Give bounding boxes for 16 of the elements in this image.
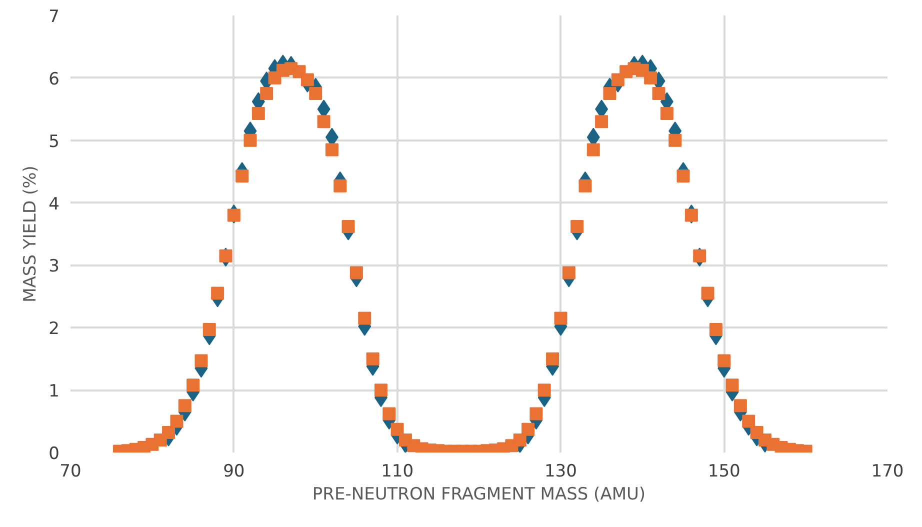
x-tick-label: 70 [60, 462, 82, 482]
y-axis-title: MASS YIELD (%) [20, 166, 41, 302]
y-tick-label: 7 [48, 7, 60, 27]
y-tick-label: 4 [48, 194, 60, 214]
x-axis-title: PRE-NEUTRON FRAGMENT MASS (AMU) [312, 484, 646, 504]
y-tick-label: 5 [48, 132, 60, 152]
y-tick-label: 1 [48, 382, 60, 402]
x-tick-label: 130 [544, 462, 577, 482]
y-tick-label: 0 [48, 444, 60, 464]
y-tick-label: 6 [48, 69, 60, 90]
x-tick-label: 170 [871, 462, 904, 482]
y-tick-label: 3 [48, 256, 60, 277]
y-tick-label: 2 [48, 319, 60, 340]
x-tick-label: 110 [381, 462, 414, 482]
x-tick-label: 150 [708, 462, 740, 482]
x-tick-label: 90 [223, 462, 245, 482]
